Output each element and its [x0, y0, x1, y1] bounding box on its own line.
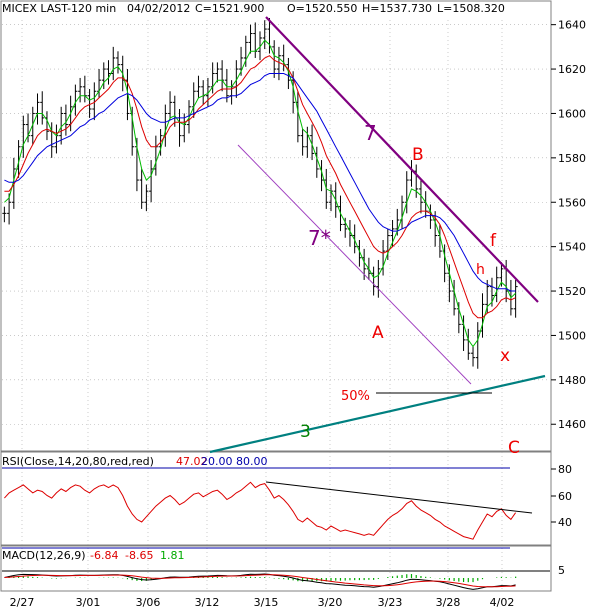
x-tick-label: 3/20 — [318, 596, 343, 609]
ma-mid-line — [4, 55, 516, 319]
wave-label-a: A — [372, 323, 384, 343]
macd-panel-frame — [0, 545, 552, 592]
support-trendline — [209, 374, 546, 454]
y-tick-label: 1560 — [558, 196, 586, 209]
macd-label: MACD(12,26,9) — [2, 549, 86, 562]
rsi-low-threshold: 20.00 — [201, 455, 233, 468]
header-symbol: MICEX LAST-120 min — [2, 2, 116, 15]
wave-label-c: C — [508, 438, 520, 458]
x-tick-label: 2/27 — [10, 596, 35, 609]
y-tick-label: 1460 — [558, 418, 586, 431]
rsi-tick-labels: 80 60 40 — [551, 463, 572, 529]
y-tick-label: 1520 — [558, 285, 586, 298]
header-low: L=1508.320 — [437, 2, 505, 15]
moving-averages — [4, 39, 516, 348]
rsi-line — [4, 481, 517, 540]
rsi-high-threshold: 80.00 — [236, 455, 268, 468]
macd-tick-5: 5 — [558, 564, 565, 577]
x-tick-labels: 2/27 3/01 3/06 3/12 3/15 3/20 3/23 3/28 4/02 — [10, 596, 515, 609]
x-tick-label: 3/15 — [254, 596, 279, 609]
x-tick-label: 3/06 — [136, 596, 161, 609]
rsi-tick-label: 40 — [558, 516, 572, 529]
y-tick-label: 1540 — [558, 241, 586, 254]
x-tick-label: 3/28 — [436, 596, 461, 609]
price-bars — [2, 18, 518, 369]
wave-label-f: f — [490, 231, 497, 251]
wave-label-h: h — [476, 262, 485, 278]
resistance-trendline — [265, 16, 539, 303]
y-tick-labels: 1640 1620 1600 1580 1560 1540 1520 1500 1480 1460 — [558, 19, 586, 432]
x-tick-label: 3/23 — [378, 596, 403, 609]
macd-lines — [4, 573, 517, 590]
y-tick-label: 1480 — [558, 374, 586, 387]
y-tick-label: 1500 — [558, 329, 586, 342]
rsi-series-line — [4, 481, 517, 540]
macd-signal-line — [4, 574, 516, 588]
wave-label-7-star: 7* — [308, 226, 331, 250]
rsi-tick-label: 80 — [558, 463, 572, 476]
rsi-trendline — [265, 481, 533, 514]
y-tick-label: 1600 — [558, 107, 586, 120]
rsi-label: RSI(Close,14,20,80,red,red) — [2, 455, 154, 468]
y-tick-label: 1620 — [558, 63, 586, 76]
fifty-percent-label: 50% — [341, 389, 370, 404]
header-high: H=1537.730 — [362, 2, 432, 15]
header-date: 04/02/2012 — [127, 2, 190, 15]
rsi-panel-frame — [0, 451, 552, 546]
x-tick-label: 3/01 — [76, 596, 101, 609]
ma-fast-line — [4, 39, 516, 348]
x-tick-label: 3/12 — [195, 596, 220, 609]
macd-value-2: -8.65 — [125, 549, 153, 562]
ma-slow-line — [4, 73, 516, 292]
wave-label-b: B — [412, 145, 424, 165]
macd-value-1: -6.84 — [90, 549, 118, 562]
macd-value-3: 1.81 — [160, 549, 185, 562]
rsi-value: 47.02 — [176, 455, 208, 468]
header-open: O=1520.550 — [287, 2, 357, 15]
wave-label-3: 3 — [300, 422, 311, 442]
header-close: C=1521.900 — [195, 2, 264, 15]
grid-layer — [2, 20, 556, 590]
x-tick-label: 4/02 — [490, 596, 515, 609]
channel-line — [237, 144, 472, 385]
wave-label-x: x — [500, 346, 510, 366]
wave-label-7: 7 — [364, 121, 377, 145]
rsi-tick-label: 60 — [558, 490, 572, 503]
price-panel-frame — [0, 0, 552, 452]
y-tick-label: 1580 — [558, 152, 586, 165]
y-tick-label: 1640 — [558, 19, 586, 32]
